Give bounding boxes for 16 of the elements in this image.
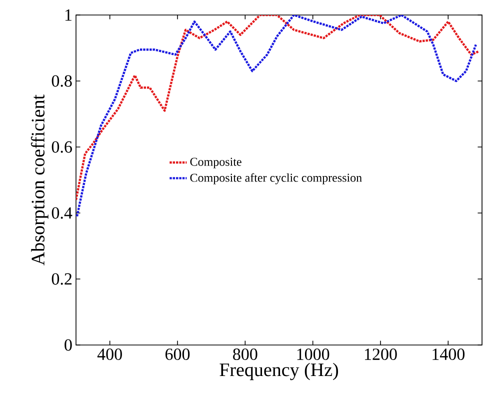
x-tick-label: 1000 (297, 348, 330, 360)
y-tick-label: 0 (64, 339, 72, 351)
x-tick-label: 1200 (364, 348, 397, 360)
legend-label: Composite after cyclic compression (190, 173, 362, 184)
y-tick-label: 1 (65, 9, 72, 21)
y-tick-label: 0.4 (52, 207, 72, 219)
x-axis-title: Frequency (Hz) (220, 362, 338, 380)
y-axis-title: Absorption coefficient (30, 94, 48, 266)
y-tick-label: 0.6 (52, 141, 72, 153)
x-tick-label: 1400 (432, 348, 465, 360)
legend-label: Composite (190, 158, 242, 168)
x-tick-label: 400 (97, 348, 122, 360)
y-tick-label: 0.8 (52, 75, 72, 87)
y-tick-label: 0.2 (52, 273, 72, 285)
x-tick-label: 600 (165, 348, 190, 360)
x-tick-label: 800 (233, 348, 258, 360)
